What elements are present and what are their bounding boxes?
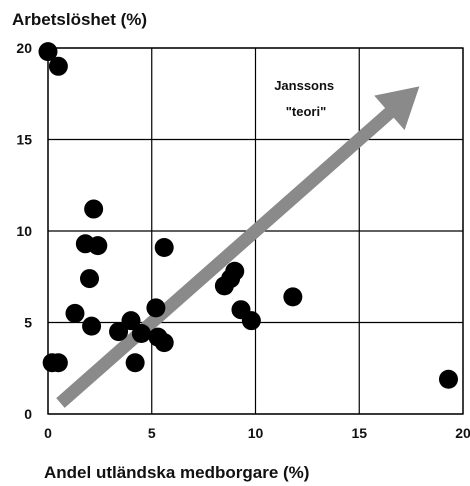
data-point — [131, 323, 151, 343]
data-point — [38, 42, 58, 62]
data-point — [84, 199, 104, 219]
y-tick-label: 5 — [24, 315, 32, 331]
data-point — [48, 353, 68, 373]
x-axis-title: Andel utländska medborgare (%) — [44, 463, 309, 482]
x-tick-label: 20 — [455, 425, 470, 441]
data-points — [38, 42, 458, 389]
data-point — [125, 353, 145, 373]
data-point — [154, 237, 174, 257]
theory-annotation-line-1: Janssons — [274, 78, 334, 93]
data-point — [65, 303, 85, 323]
theory-annotation-line-2: "teori" — [286, 104, 327, 119]
tick-labels: 0 5 10 15 20 0 5 10 15 20 — [16, 40, 470, 441]
data-point — [88, 236, 108, 256]
data-point — [109, 322, 129, 342]
data-point — [225, 261, 245, 281]
data-point — [438, 369, 458, 389]
y-axis-title: Arbetslöshet (%) — [12, 10, 147, 29]
x-tick-label: 5 — [148, 425, 156, 441]
data-point — [154, 333, 174, 353]
data-point — [48, 56, 68, 76]
x-tick-label: 0 — [44, 425, 52, 441]
y-tick-label: 15 — [16, 132, 32, 148]
data-point — [121, 311, 141, 331]
data-point — [283, 287, 303, 307]
data-point — [82, 316, 102, 336]
y-tick-label: 0 — [24, 406, 32, 422]
y-tick-label: 20 — [16, 40, 32, 56]
data-point — [241, 311, 261, 331]
theory-arrow — [56, 86, 420, 408]
data-point — [146, 298, 166, 318]
plot-frame — [47, 47, 464, 415]
y-tick-label: 10 — [16, 223, 32, 239]
theory-arrow-group — [56, 86, 420, 408]
x-tick-label: 15 — [351, 425, 367, 441]
data-point — [80, 269, 99, 289]
theory-annotation: Janssons "teori" — [274, 78, 338, 119]
x-tick-label: 10 — [248, 425, 264, 441]
